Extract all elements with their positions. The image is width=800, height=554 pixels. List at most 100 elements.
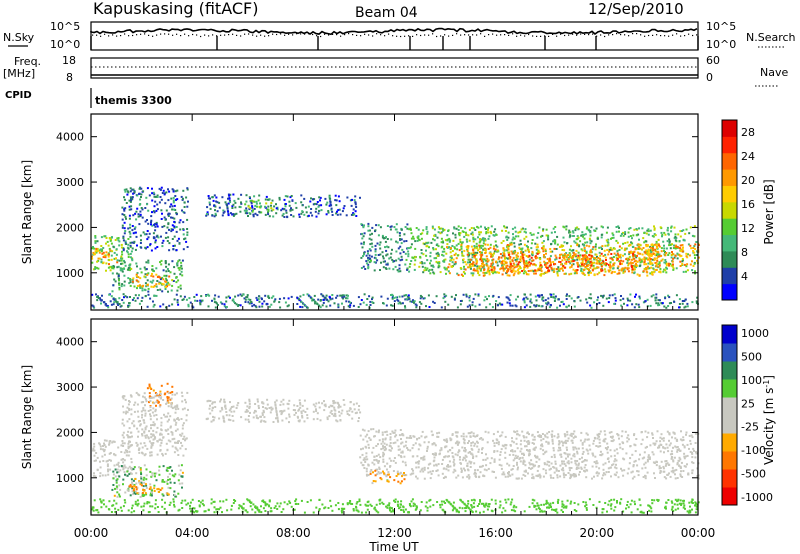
data-cell (131, 280, 134, 283)
data-cell (166, 390, 169, 393)
data-cell (130, 250, 133, 253)
data-cell (301, 306, 304, 309)
data-cell (97, 267, 100, 270)
data-cell (173, 298, 176, 301)
data-cell (280, 209, 283, 212)
data-cell (393, 479, 396, 482)
data-cell (544, 299, 547, 302)
data-cell (140, 473, 143, 476)
data-cell (598, 246, 601, 249)
data-cell (93, 253, 96, 256)
data-cell (607, 253, 610, 256)
data-cell (374, 469, 377, 472)
data-cell (404, 298, 407, 301)
data-cell (595, 253, 598, 256)
data-cell (125, 243, 128, 245)
data-cell (507, 269, 510, 272)
data-cell (216, 201, 219, 204)
data-cell (112, 473, 115, 476)
colorbar-tick-label: 28 (741, 126, 755, 139)
nsearch-point (540, 35, 542, 37)
data-cell (139, 210, 142, 213)
data-cell (242, 293, 245, 296)
data-cell (98, 443, 101, 446)
data-cell (536, 251, 539, 254)
data-cell (651, 451, 654, 454)
data-cell (139, 267, 142, 270)
data-cell (144, 295, 147, 297)
data-cell (306, 215, 309, 218)
data-cell (602, 261, 605, 264)
data-cell (182, 221, 185, 224)
data-cell (173, 406, 176, 409)
data-cell (152, 270, 155, 272)
nsearch-point (392, 35, 394, 37)
data-cell (296, 297, 299, 300)
data-cell (425, 226, 428, 229)
data-cell (144, 412, 147, 415)
data-cell (122, 395, 125, 398)
data-cell (132, 214, 135, 217)
data-cell (415, 461, 418, 464)
data-cell (180, 391, 183, 394)
data-cell (543, 260, 546, 263)
data-cell (376, 259, 379, 262)
data-cell (565, 262, 568, 265)
data-cell (139, 234, 142, 237)
data-cell (176, 428, 179, 431)
data-cell (519, 239, 522, 242)
data-cell (173, 437, 176, 440)
data-cell (159, 433, 162, 435)
data-cell (682, 246, 684, 249)
data-cell (579, 299, 582, 302)
data-cell (497, 441, 500, 444)
data-cell (233, 410, 236, 413)
data-cell (484, 239, 487, 242)
colorbar-segment (722, 218, 737, 236)
data-cell (109, 452, 112, 454)
data-cell (129, 223, 132, 226)
data-cell (127, 256, 130, 258)
data-cell (383, 472, 386, 475)
data-cell (144, 276, 147, 279)
data-cell (276, 417, 279, 420)
data-cell (181, 198, 184, 201)
data-cell (303, 399, 306, 402)
data-cell (650, 266, 653, 269)
data-cell (151, 491, 153, 494)
data-cell (232, 193, 235, 196)
data-cell (207, 195, 210, 197)
data-cell (274, 406, 277, 409)
data-cell (376, 242, 379, 245)
data-cell (130, 478, 133, 481)
data-cell (633, 306, 636, 309)
nsearch-point (496, 34, 498, 36)
data-cell (113, 298, 116, 301)
data-cell (156, 196, 159, 198)
data-cell (493, 234, 496, 237)
data-cell (134, 231, 137, 234)
data-cell (268, 305, 271, 308)
data-cell (151, 489, 153, 492)
nsearch-point (116, 35, 118, 37)
data-cell (650, 246, 652, 249)
nsearch-point (444, 34, 446, 36)
data-cell (430, 472, 433, 475)
data-cell (673, 300, 676, 303)
data-cell (535, 305, 538, 307)
nsearch-point (120, 35, 122, 37)
data-cell (131, 259, 134, 262)
data-cell (132, 479, 135, 482)
data-cell (501, 303, 504, 306)
data-cell (584, 254, 587, 257)
data-cell (261, 305, 264, 308)
data-cell (679, 475, 682, 478)
data-cell (514, 249, 516, 252)
data-cell (399, 238, 401, 240)
data-cell (520, 243, 522, 246)
data-cell (172, 196, 175, 199)
data-cell (602, 226, 604, 229)
data-cell (214, 406, 217, 408)
data-cell (159, 188, 162, 191)
data-cell (128, 208, 131, 211)
